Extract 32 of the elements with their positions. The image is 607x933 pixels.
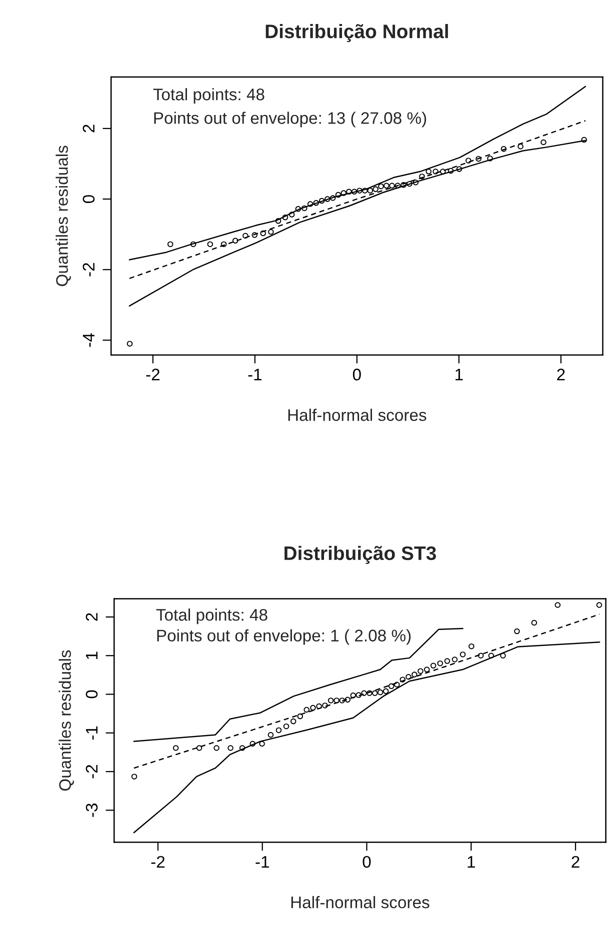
annotation: Total points: 48 [153, 88, 264, 104]
x-tick-label: -1 [256, 856, 269, 868]
x-tick-label: 1 [456, 368, 463, 380]
chart-title: Distribuição Normal [266, 24, 448, 42]
annotation: Points out of envelope: 1 ( 2.08 %) [157, 629, 411, 645]
y-tick-label: 1 [86, 652, 98, 659]
x-tick-label: 1 [468, 856, 475, 868]
y-tick-label: -4 [82, 333, 94, 347]
y-tick-label: 2 [82, 124, 94, 132]
x-tick-label: -2 [146, 368, 160, 380]
x-tick-label: 2 [557, 368, 565, 380]
x-tick-label: 2 [572, 856, 580, 868]
y-tick-label: 0 [86, 690, 98, 698]
line-series [128, 86, 586, 260]
x-tick-label: 0 [362, 856, 371, 868]
annotation: Points out of envelope: 13 ( 27.08 %) [154, 112, 426, 128]
x-tick-label: 0 [352, 368, 361, 380]
x-tick-label: -1 [248, 368, 262, 380]
chart-title: Distribuição ST3 [284, 546, 436, 564]
y-axis-title: Quantiles residuals [56, 146, 71, 286]
y-tick-label: -2 [82, 263, 94, 276]
y-tick-label: 2 [86, 613, 98, 621]
y-axis-title: Quantiles residuals [58, 650, 74, 791]
annotation: Total points: 48 [156, 608, 268, 624]
y-tick-label: -3 [86, 804, 98, 817]
line-series [133, 628, 464, 742]
x-axis-title: Half-normal scores [288, 408, 426, 421]
y-tick-label: -1 [86, 726, 98, 740]
x-axis-title: Half-normal scores [291, 896, 430, 908]
y-tick-label: -2 [86, 765, 98, 778]
y-tick-label: 0 [82, 195, 95, 204]
x-tick-label: -2 [151, 856, 165, 868]
